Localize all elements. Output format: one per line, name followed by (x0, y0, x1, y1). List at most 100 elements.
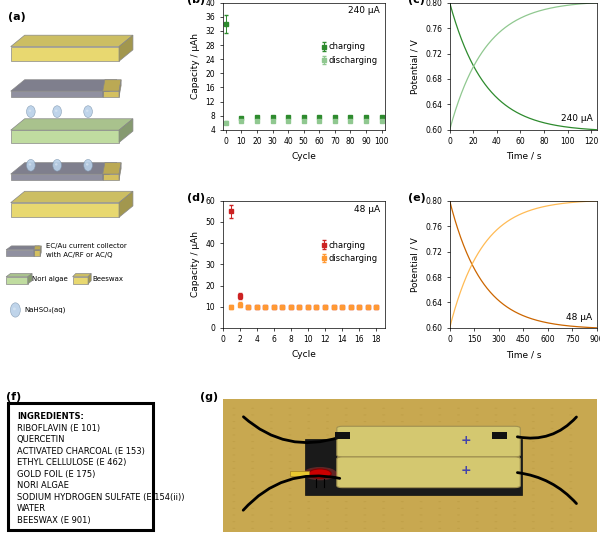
Ellipse shape (401, 481, 404, 482)
Ellipse shape (494, 494, 497, 495)
Ellipse shape (382, 441, 385, 442)
Text: (c): (c) (409, 0, 425, 5)
Legend: charging, discharging: charging, discharging (322, 241, 377, 263)
Ellipse shape (476, 494, 479, 495)
Ellipse shape (569, 454, 572, 455)
Polygon shape (73, 273, 91, 277)
Ellipse shape (513, 415, 516, 416)
Ellipse shape (401, 515, 404, 516)
Ellipse shape (307, 408, 310, 409)
Ellipse shape (289, 427, 292, 429)
Ellipse shape (401, 454, 404, 455)
Ellipse shape (419, 475, 422, 476)
Ellipse shape (364, 515, 367, 516)
Ellipse shape (513, 528, 516, 529)
Ellipse shape (476, 454, 479, 455)
Ellipse shape (438, 481, 441, 482)
Ellipse shape (532, 454, 535, 455)
Ellipse shape (344, 475, 347, 476)
Ellipse shape (551, 461, 554, 462)
Text: RIBOFLAVIN (E 101): RIBOFLAVIN (E 101) (17, 424, 100, 433)
Ellipse shape (551, 481, 554, 482)
Ellipse shape (307, 454, 310, 455)
Ellipse shape (513, 434, 516, 435)
Y-axis label: Capacity / μAh: Capacity / μAh (191, 33, 200, 99)
Text: with AC/RF or AC/Q: with AC/RF or AC/Q (46, 251, 113, 258)
Ellipse shape (326, 448, 329, 449)
Ellipse shape (344, 494, 347, 495)
Ellipse shape (382, 501, 385, 502)
Ellipse shape (457, 521, 460, 522)
Polygon shape (88, 273, 91, 284)
Ellipse shape (382, 468, 385, 469)
Ellipse shape (532, 494, 535, 495)
Ellipse shape (29, 163, 31, 165)
Ellipse shape (232, 528, 235, 529)
Ellipse shape (494, 468, 497, 469)
Ellipse shape (382, 488, 385, 489)
Ellipse shape (232, 481, 235, 482)
Ellipse shape (494, 427, 497, 429)
Text: +: + (461, 464, 472, 477)
Ellipse shape (29, 110, 31, 112)
FancyBboxPatch shape (337, 426, 520, 457)
Ellipse shape (457, 434, 460, 435)
Ellipse shape (513, 501, 516, 502)
Ellipse shape (326, 421, 329, 422)
Ellipse shape (344, 421, 347, 422)
Ellipse shape (364, 481, 367, 482)
Ellipse shape (289, 468, 292, 469)
Ellipse shape (326, 528, 329, 529)
Polygon shape (103, 163, 116, 180)
Ellipse shape (569, 448, 572, 449)
Ellipse shape (401, 521, 404, 522)
Ellipse shape (10, 303, 20, 317)
Text: 240 μA: 240 μA (348, 6, 380, 16)
Ellipse shape (364, 441, 367, 442)
Ellipse shape (457, 488, 460, 489)
Ellipse shape (401, 501, 404, 502)
Ellipse shape (419, 468, 422, 469)
Ellipse shape (438, 528, 441, 529)
Ellipse shape (53, 159, 61, 171)
Polygon shape (6, 277, 28, 284)
Ellipse shape (476, 481, 479, 482)
Ellipse shape (438, 408, 441, 409)
Text: (a): (a) (8, 12, 25, 22)
Ellipse shape (232, 508, 235, 509)
Ellipse shape (513, 481, 516, 482)
Polygon shape (103, 163, 121, 174)
Ellipse shape (569, 421, 572, 422)
Text: QUERCETIN: QUERCETIN (17, 435, 65, 444)
Ellipse shape (382, 448, 385, 449)
Polygon shape (103, 80, 121, 91)
Ellipse shape (251, 521, 254, 522)
Ellipse shape (476, 427, 479, 429)
Ellipse shape (532, 468, 535, 469)
Ellipse shape (476, 508, 479, 509)
Ellipse shape (401, 408, 404, 409)
Ellipse shape (232, 521, 235, 522)
Ellipse shape (251, 441, 254, 442)
Ellipse shape (476, 461, 479, 462)
Ellipse shape (307, 515, 310, 516)
Ellipse shape (457, 468, 460, 469)
Ellipse shape (476, 448, 479, 449)
Ellipse shape (289, 521, 292, 522)
Ellipse shape (289, 415, 292, 416)
Ellipse shape (326, 427, 329, 429)
Ellipse shape (344, 441, 347, 442)
Text: 240 μA: 240 μA (561, 114, 593, 124)
X-axis label: Time / s: Time / s (506, 350, 541, 359)
Polygon shape (119, 163, 121, 180)
Ellipse shape (551, 508, 554, 509)
Ellipse shape (513, 454, 516, 455)
Y-axis label: Potential / V: Potential / V (410, 39, 419, 94)
Ellipse shape (494, 501, 497, 502)
Ellipse shape (289, 508, 292, 509)
Ellipse shape (307, 521, 310, 522)
Text: WATER: WATER (17, 504, 46, 513)
Ellipse shape (251, 528, 254, 529)
Polygon shape (103, 80, 116, 97)
Ellipse shape (251, 508, 254, 509)
